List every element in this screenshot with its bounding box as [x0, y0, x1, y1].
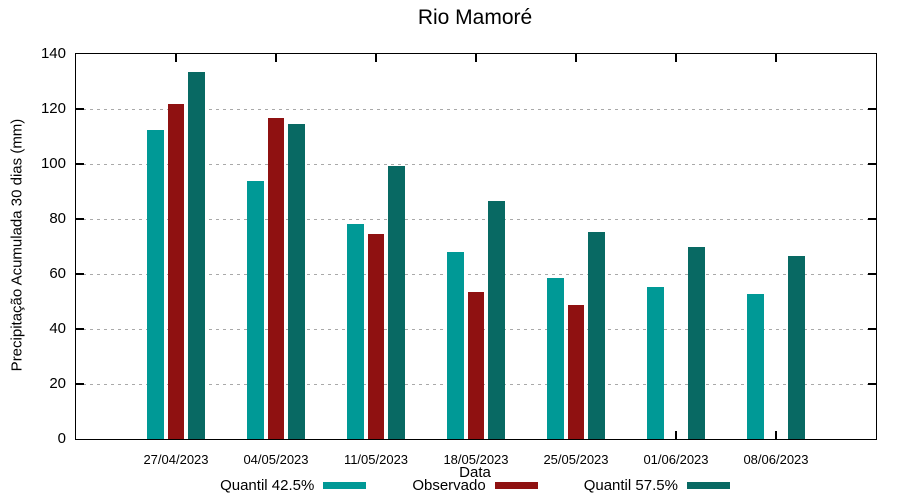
y-tick-mark-right	[868, 218, 876, 220]
bar	[267, 117, 285, 439]
x-tick-mark-top	[375, 54, 377, 62]
bar	[647, 287, 664, 439]
bar	[367, 234, 385, 439]
legend-label: Quantil 57.5%	[583, 476, 678, 494]
x-tick-mark-bottom	[675, 431, 677, 439]
bar	[447, 252, 464, 439]
x-tick-label: 08/06/2023	[743, 452, 809, 467]
x-tick-mark-top	[275, 54, 277, 62]
y-tick-label: 80	[49, 210, 66, 227]
legend-item: Quantil 42.5%	[220, 476, 367, 494]
y-tick-label: 60	[49, 265, 66, 282]
bar	[588, 232, 605, 439]
bar	[388, 165, 405, 439]
grid-line	[76, 273, 876, 275]
x-tick-mark-top	[475, 54, 477, 62]
y-tick-label: 20	[49, 375, 66, 392]
bar	[547, 278, 564, 439]
y-tick-mark-left	[76, 163, 84, 165]
x-tick-label: 04/05/2023	[243, 452, 309, 467]
plot-area: 0 20 40 60 80 100 120 140 27/04/2023 04/05/2023 11…	[41, 45, 877, 467]
bar	[247, 181, 264, 439]
chart-title: Rio Mamoré	[417, 6, 533, 29]
legend-label: Quantil 42.5%	[220, 476, 315, 494]
bar	[467, 292, 485, 439]
grid-line	[76, 108, 876, 110]
bar	[788, 256, 805, 439]
bar	[688, 246, 705, 439]
y-tick-label: 120	[40, 100, 66, 117]
legend-item: Quantil 57.5%	[584, 477, 730, 494]
x-tick-mark-top	[675, 54, 677, 62]
bar	[188, 72, 205, 439]
x-tick-mark-top	[175, 54, 177, 62]
x-tick-label: 27/04/2023	[143, 452, 209, 467]
x-tick-mark-bottom	[775, 431, 777, 439]
legend-item: Observado	[412, 476, 538, 494]
y-tick-mark-left	[76, 273, 84, 275]
y-tick-mark-right	[868, 163, 876, 165]
y-tick-mark-right	[868, 328, 876, 330]
grid-line	[76, 163, 876, 165]
bar	[147, 130, 164, 439]
bar	[747, 294, 764, 439]
bar	[347, 223, 364, 439]
y-tick-mark-left	[76, 218, 84, 220]
x-tick-label: 11/05/2023	[343, 452, 409, 467]
legend-swatch	[494, 481, 538, 489]
bar	[567, 305, 585, 439]
legend-swatch	[323, 481, 367, 489]
legend-swatch	[686, 481, 730, 489]
x-tick-mark-top	[575, 54, 577, 62]
x-tick-label: 18/05/2023	[443, 452, 509, 467]
x-tick-label: 25/05/2023	[543, 452, 609, 467]
y-tick-label: 0	[57, 430, 66, 447]
bar	[167, 103, 185, 439]
y-tick-mark-right	[868, 273, 876, 275]
x-tick-label: 01/06/2023	[643, 452, 709, 467]
y-tick-label: 140	[40, 45, 66, 62]
x-axis-label: Data	[459, 464, 491, 481]
legend-label: Observado	[412, 476, 486, 494]
x-tick-mark-top	[775, 54, 777, 62]
y-tick-label: 100	[40, 155, 66, 172]
y-tick-mark-left	[76, 108, 84, 110]
y-tick-mark-left	[76, 328, 84, 330]
y-tick-label: 40	[49, 320, 66, 337]
y-tick-mark-right	[868, 108, 876, 110]
bar	[488, 201, 505, 439]
y-tick-mark-right	[868, 383, 876, 385]
legend: Quantil 42.5% Observado Quantil 57.5%	[75, 476, 875, 494]
grid-line	[76, 218, 876, 220]
y-tick-mark-left	[76, 383, 84, 385]
bar	[288, 123, 305, 439]
